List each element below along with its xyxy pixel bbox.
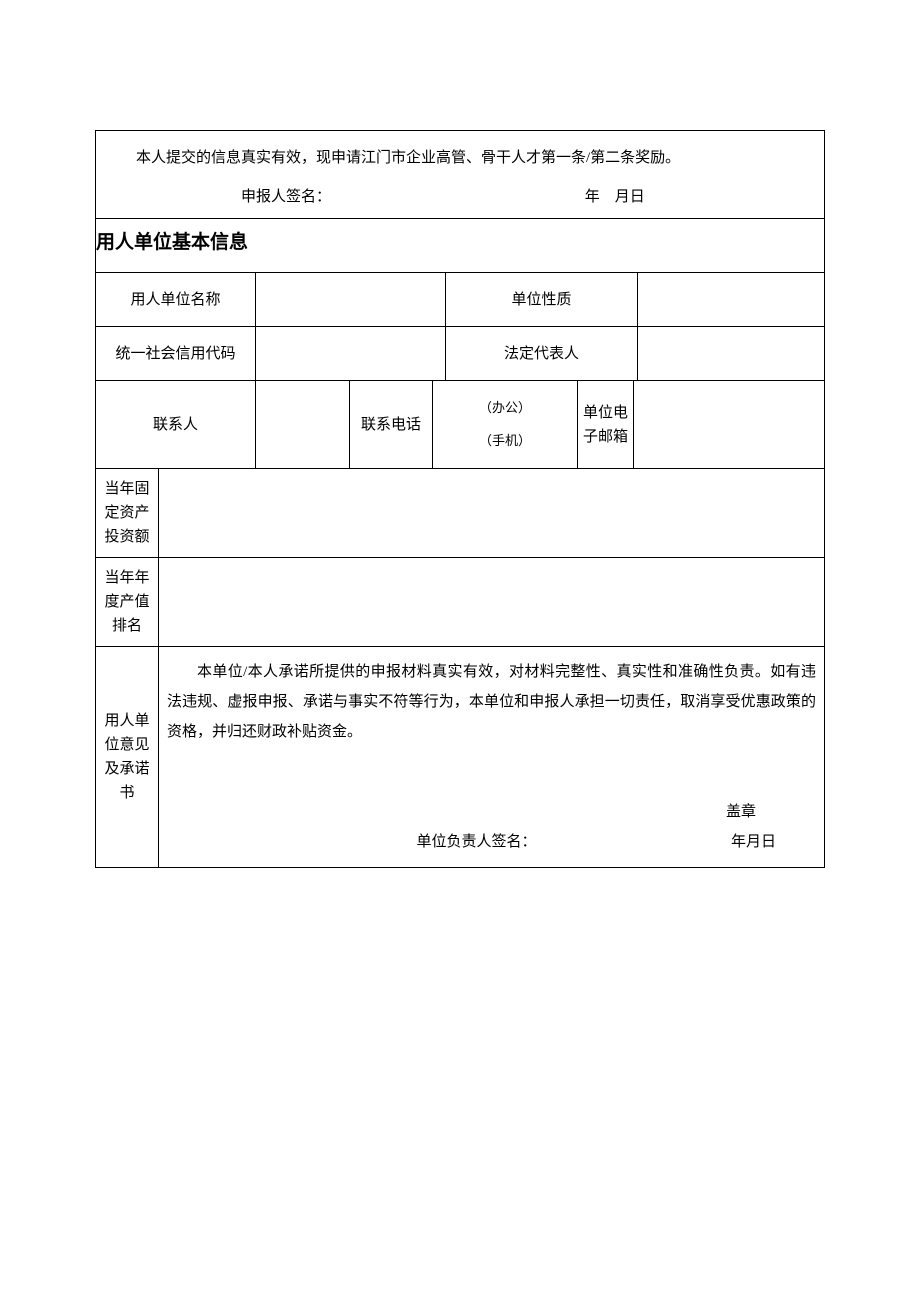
credit-code-value[interactable] xyxy=(256,327,446,380)
commitment-content: 本单位/本人承诺所提供的申报材料真实有效，对材料完整性、真实性和准确性负责。如有… xyxy=(159,647,824,867)
contact-value[interactable] xyxy=(256,381,350,468)
investment-row: 当年固定资产投资额 xyxy=(96,469,824,558)
contact-row: 联系人 联系电话 （办公） （手机） 单位电子邮箱 xyxy=(96,381,824,469)
phone-office: （办公） xyxy=(479,392,531,425)
commitment-footer: 盖章 单位负责人签名： 年月日 xyxy=(167,797,816,857)
phone-label: 联系电话 xyxy=(350,381,433,468)
declaration-text: 本人提交的信息真实有效，现申请江门市企业高管、骨干人才第一条/第二条奖励。 xyxy=(106,143,814,173)
ranking-row: 当年年度产值排名 xyxy=(96,558,824,647)
responsible-sign-line: 单位负责人签名： 年月日 xyxy=(167,827,816,857)
declaration-sign-line: 申报人签名： 年 月日 xyxy=(106,185,814,206)
commitment-row: 用人单位意见及承诺书 本单位/本人承诺所提供的申报材料真实有效，对材料完整性、真… xyxy=(96,647,824,868)
stamp-label: 盖章 xyxy=(167,797,816,827)
ranking-label: 当年年度产值排名 xyxy=(96,558,159,646)
unit-name-row: 用人单位名称 单位性质 xyxy=(96,273,824,327)
unit-name-label: 用人单位名称 xyxy=(96,273,256,326)
ranking-value[interactable] xyxy=(159,558,824,646)
year-label: 年 xyxy=(585,189,600,205)
phone-values[interactable]: （办公） （手机） xyxy=(433,381,578,468)
email-label: 单位电子邮箱 xyxy=(578,381,634,468)
email-value[interactable] xyxy=(634,381,824,468)
commitment-text: 本单位/本人承诺所提供的申报材料真实有效，对材料完整性、真实性和准确性负责。如有… xyxy=(167,657,816,747)
form-container: 本人提交的信息真实有效，现申请江门市企业高管、骨干人才第一条/第二条奖励。 申报… xyxy=(95,130,825,868)
commitment-label: 用人单位意见及承诺书 xyxy=(96,647,159,867)
unit-type-label: 单位性质 xyxy=(446,273,638,326)
commitment-date: 年月日 xyxy=(731,827,816,857)
unit-name-value[interactable] xyxy=(256,273,446,326)
phone-mobile: （手机） xyxy=(479,425,531,458)
contact-label: 联系人 xyxy=(96,381,256,468)
section-title: 用人单位基本信息 xyxy=(96,219,824,273)
credit-code-label: 统一社会信用代码 xyxy=(96,327,256,380)
investment-value[interactable] xyxy=(159,469,824,557)
declaration-date: 年 月日 xyxy=(585,185,645,206)
declaration-row: 本人提交的信息真实有效，现申请江门市企业高管、骨干人才第一条/第二条奖励。 申报… xyxy=(96,131,824,219)
unit-type-value[interactable] xyxy=(638,273,824,326)
investment-label: 当年固定资产投资额 xyxy=(96,469,159,557)
responsible-sign-label: 单位负责人签名： xyxy=(416,834,536,850)
applicant-sign-label: 申报人签名： xyxy=(241,189,331,205)
credit-code-row: 统一社会信用代码 法定代表人 xyxy=(96,327,824,381)
month-day-label: 月日 xyxy=(615,189,645,205)
legal-rep-label: 法定代表人 xyxy=(446,327,638,380)
legal-rep-value[interactable] xyxy=(638,327,824,380)
